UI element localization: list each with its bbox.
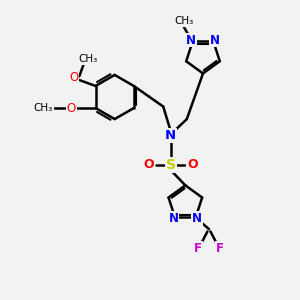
Text: O: O (67, 101, 76, 115)
Text: O: O (187, 158, 198, 171)
Text: CH₃: CH₃ (174, 16, 194, 26)
Text: S: S (166, 158, 176, 172)
Text: N: N (186, 34, 196, 46)
Text: N: N (165, 129, 176, 142)
Text: N: N (192, 212, 202, 225)
Text: F: F (194, 242, 202, 255)
Text: O: O (143, 158, 154, 171)
Text: N: N (169, 212, 178, 225)
Text: CH₃: CH₃ (79, 54, 98, 64)
Text: CH₃: CH₃ (34, 103, 53, 113)
Text: N: N (210, 34, 220, 46)
Text: F: F (216, 242, 224, 255)
Text: O: O (69, 71, 79, 84)
